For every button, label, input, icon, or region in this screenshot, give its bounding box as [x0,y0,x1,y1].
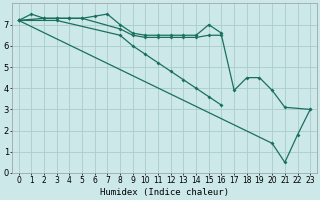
X-axis label: Humidex (Indice chaleur): Humidex (Indice chaleur) [100,188,229,197]
